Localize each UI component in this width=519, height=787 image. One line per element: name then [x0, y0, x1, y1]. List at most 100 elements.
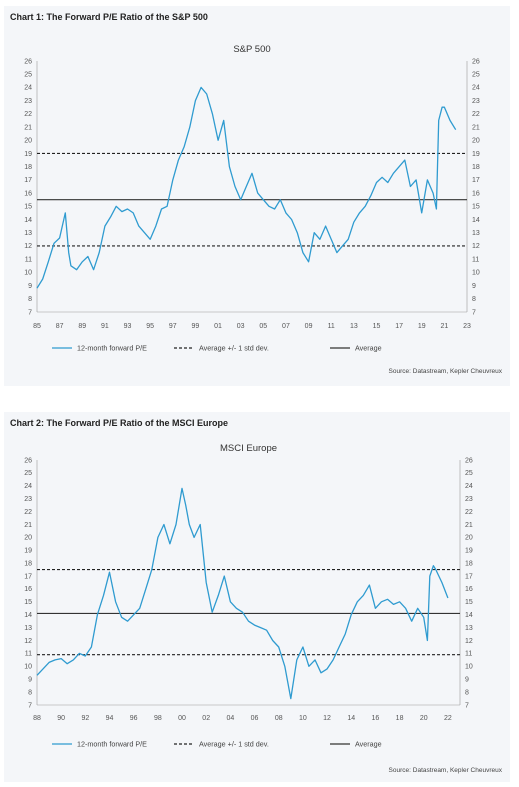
y-tick-label-right: 13: [465, 625, 473, 632]
y-tick-label-right: 8: [465, 689, 469, 696]
x-tick-label: 13: [350, 323, 358, 330]
y-tick-label-left: 16: [24, 586, 32, 593]
y-tick-label-right: 9: [465, 677, 469, 684]
y-tick-label-right: 16: [472, 190, 480, 197]
y-tick-label-right: 20: [472, 138, 480, 145]
y-tick-label-right: 10: [465, 664, 473, 671]
y-tick-label-left: 10: [24, 270, 32, 277]
y-tick-label-right: 24: [465, 483, 473, 490]
y-tick-label-left: 18: [24, 164, 32, 171]
x-tick-label: 89: [78, 323, 86, 330]
x-tick-label: 93: [124, 323, 132, 330]
legend-label: 12-month forward P/E: [77, 344, 147, 353]
y-tick-label-left: 19: [24, 151, 32, 158]
chart-subtitle: S&P 500: [233, 44, 270, 55]
x-tick-label: 88: [33, 715, 41, 722]
y-tick-label-left: 14: [24, 612, 32, 619]
x-tick-label: 04: [226, 715, 234, 722]
y-tick-label-right: 11: [472, 256, 479, 263]
y-tick-label-left: 26: [24, 457, 32, 464]
y-tick-label-left: 25: [24, 470, 32, 477]
x-tick-label: 23: [463, 323, 471, 330]
y-tick-label-right: 16: [465, 586, 473, 593]
y-tick-label-right: 23: [465, 496, 473, 503]
y-tick-label-left: 21: [24, 124, 32, 131]
legend-label: Average: [355, 740, 382, 749]
y-tick-label-left: 11: [25, 256, 32, 263]
y-tick-label-right: 8: [472, 296, 476, 303]
y-tick-label-left: 10: [24, 664, 32, 671]
y-tick-label-left: 23: [24, 98, 32, 105]
x-tick-label: 91: [101, 323, 109, 330]
y-tick-label-left: 20: [24, 138, 32, 145]
y-tick-label-left: 12: [24, 638, 32, 645]
y-tick-label-right: 7: [472, 309, 476, 316]
x-tick-label: 19: [418, 323, 426, 330]
x-tick-label: 87: [56, 323, 64, 330]
y-tick-label-right: 14: [472, 217, 480, 224]
y-tick-label-left: 12: [24, 243, 32, 250]
y-tick-label-left: 21: [24, 522, 32, 529]
y-tick-label-left: 23: [24, 496, 32, 503]
x-tick-label: 10: [299, 715, 307, 722]
x-tick-label: 05: [259, 323, 267, 330]
source-note: Source: Datastream, Kepler Cheuvreux: [388, 767, 502, 774]
x-tick-label: 07: [282, 323, 290, 330]
x-tick-label: 08: [275, 715, 283, 722]
series-line: [36, 487, 449, 700]
y-tick-label-left: 19: [24, 548, 32, 555]
y-tick-label-left: 17: [24, 573, 32, 580]
x-tick-label: 20: [420, 715, 428, 722]
y-tick-label-left: 26: [24, 58, 32, 65]
y-tick-label-left: 22: [24, 111, 32, 118]
y-tick-label-right: 18: [472, 164, 480, 171]
x-tick-label: 15: [373, 323, 381, 330]
y-tick-label-left: 24: [24, 85, 32, 92]
y-tick-label-right: 17: [472, 177, 480, 184]
chart-subtitle: MSCI Europe: [220, 443, 277, 454]
x-tick-label: 97: [169, 323, 177, 330]
y-tick-label-right: 19: [472, 151, 480, 158]
chart-panel-sp500: Chart 1: The Forward P/E Ratio of the S&…: [4, 6, 510, 386]
y-tick-label-right: 15: [465, 599, 473, 606]
y-tick-label-left: 13: [24, 625, 32, 632]
y-tick-label-left: 17: [24, 177, 32, 184]
x-tick-label: 95: [146, 323, 154, 330]
x-tick-label: 01: [214, 323, 222, 330]
x-tick-label: 90: [57, 715, 65, 722]
x-tick-label: 14: [347, 715, 355, 722]
x-tick-label: 18: [396, 715, 404, 722]
y-tick-label-right: 20: [465, 535, 473, 542]
chart-panel-msci-europe: Chart 2: The Forward P/E Ratio of the MS…: [4, 412, 510, 782]
y-tick-label-left: 18: [24, 560, 32, 567]
x-tick-label: 94: [106, 715, 114, 722]
x-tick-label: 17: [395, 323, 403, 330]
y-tick-label-left: 22: [24, 509, 32, 516]
y-tick-label-right: 12: [472, 243, 480, 250]
y-tick-label-left: 11: [25, 651, 32, 658]
y-tick-label-left: 8: [28, 296, 32, 303]
x-tick-label: 11: [328, 323, 335, 330]
legend-label: 12-month forward P/E: [77, 740, 147, 749]
y-tick-label-right: 24: [472, 85, 480, 92]
source-note: Source: Datastream, Kepler Cheuvreux: [388, 368, 502, 375]
x-tick-label: 03: [237, 323, 245, 330]
y-tick-label-left: 24: [24, 483, 32, 490]
y-tick-label-right: 7: [465, 702, 469, 709]
y-tick-label-left: 7: [28, 702, 32, 709]
x-tick-label: 09: [305, 323, 313, 330]
x-tick-label: 96: [130, 715, 138, 722]
x-tick-label: 92: [81, 715, 89, 722]
y-tick-label-right: 12: [465, 638, 473, 645]
x-tick-label: 12: [323, 715, 331, 722]
y-tick-label-right: 13: [472, 230, 480, 237]
y-tick-label-right: 22: [472, 111, 480, 118]
legend-label: Average +/- 1 std dev.: [199, 740, 269, 749]
x-tick-label: 85: [33, 323, 41, 330]
y-tick-label-left: 8: [28, 689, 32, 696]
y-tick-label-left: 9: [28, 283, 32, 290]
y-tick-label-right: 26: [465, 457, 473, 464]
x-tick-label: 06: [251, 715, 259, 722]
